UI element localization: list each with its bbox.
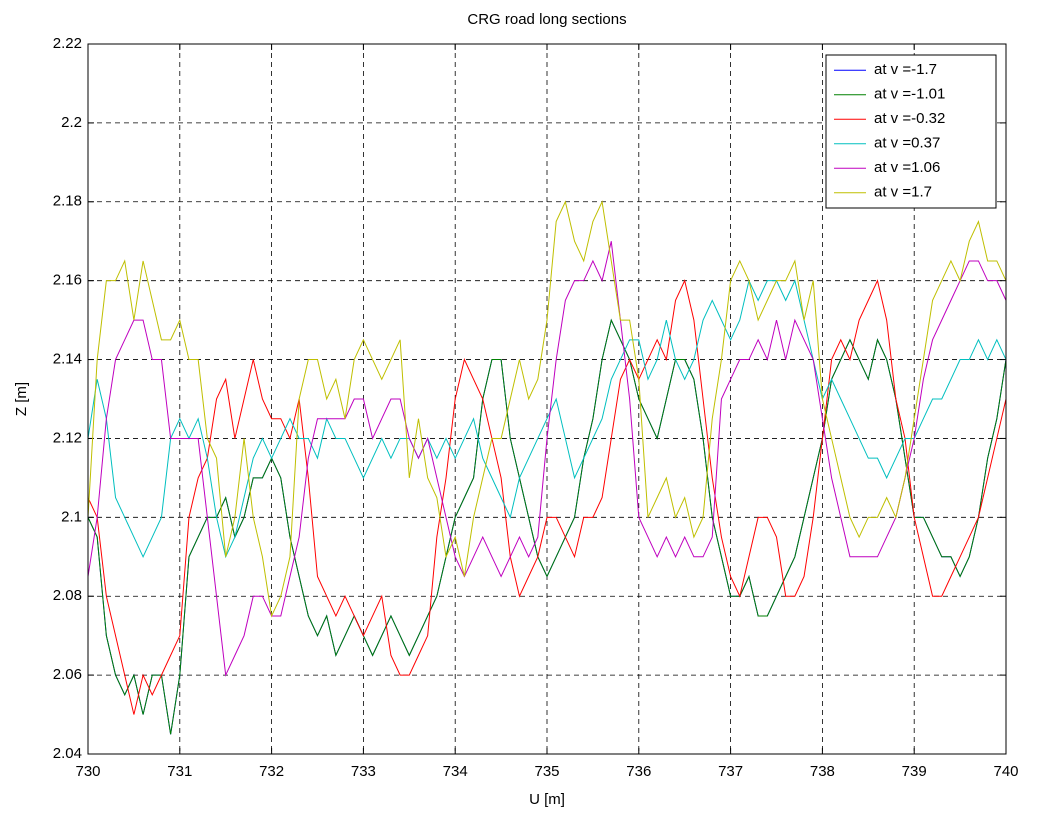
y-axis-label: Z [m] <box>13 382 30 416</box>
x-tick-label: 733 <box>351 763 376 780</box>
x-tick-label: 740 <box>993 763 1018 780</box>
x-tick-label: 738 <box>810 763 835 780</box>
x-tick-label: 739 <box>902 763 927 780</box>
legend-label: at v =-0.32 <box>874 110 945 127</box>
x-tick-label: 732 <box>259 763 284 780</box>
legend-label: at v =-1.01 <box>874 86 945 103</box>
y-tick-label: 2.16 <box>53 272 82 289</box>
y-tick-label: 2.06 <box>53 666 82 683</box>
x-tick-label: 737 <box>718 763 743 780</box>
legend-label: at v =1.06 <box>874 159 940 176</box>
x-axis-label: U [m] <box>529 791 565 808</box>
y-tick-label: 2.22 <box>53 35 82 52</box>
series-line <box>87 279 1007 559</box>
legend-label: at v =0.37 <box>874 135 940 152</box>
series-line <box>87 200 1007 618</box>
x-tick-label: 736 <box>626 763 651 780</box>
legend-label: at v =-1.7 <box>874 61 937 78</box>
y-tick-label: 2.08 <box>53 587 82 604</box>
legend-box <box>825 54 997 209</box>
y-tick-label: 2.1 <box>61 508 82 525</box>
y-tick-label: 2.04 <box>53 745 82 762</box>
legend-label: at v =1.7 <box>874 184 932 201</box>
plot-frame <box>87 43 1007 755</box>
y-tick-label: 2.14 <box>53 351 82 368</box>
x-tick-label: 730 <box>75 763 100 780</box>
y-tick-label: 2.12 <box>53 429 82 446</box>
chart-title: CRG road long sections <box>467 11 626 28</box>
x-tick-label: 731 <box>167 763 192 780</box>
legend: at v =-1.7 at v =-1.01 at v =-0.32 at v =0.… <box>825 54 997 209</box>
x-tick-label: 735 <box>534 763 559 780</box>
y-tick-label: 2.18 <box>53 193 82 210</box>
series-line <box>87 279 1007 715</box>
series-line <box>87 241 1007 677</box>
x-tick-label: 734 <box>443 763 468 780</box>
y-tick-label: 2.2 <box>61 114 82 131</box>
